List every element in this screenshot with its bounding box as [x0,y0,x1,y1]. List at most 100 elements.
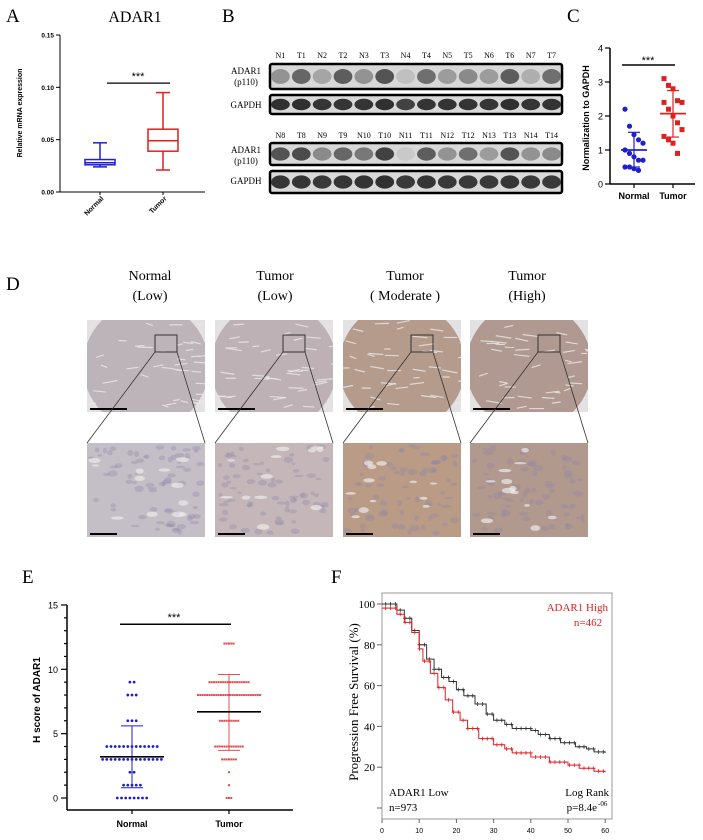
censor-mark [412,630,417,635]
censor-mark [456,710,461,715]
cell-nucleus [354,482,363,487]
blot-band [500,175,520,189]
tissue-texture [418,343,435,347]
row-label-gapdh: GAPDH [230,176,262,186]
stroma-gap [358,507,369,513]
cell-nucleus [441,504,452,509]
cell-nucleus [256,472,263,475]
stroma-gap [219,495,233,499]
cell-nucleus [175,465,186,469]
data-point [126,783,130,787]
panel-label-b: B [222,6,235,27]
tissue-texture [165,402,177,406]
censor-mark [523,726,528,731]
data-point [225,719,228,722]
panel-d-ihc: Normal (Low) Tumor (Low) Tumor ( Moderate ) Tu… [86,269,589,537]
tissue-texture [190,341,201,345]
zoom-connector-line [86,351,156,444]
cell-nucleus [109,446,117,451]
row-label-gapdh: GAPDH [230,100,262,110]
censor-mark [567,763,572,768]
cell-nucleus [302,499,311,506]
cell-nucleus [391,523,399,529]
ihc-column-level: ( Moderate ) [370,289,440,304]
tissue-texture [565,341,578,345]
censor-mark [601,749,606,754]
lane-label: N14 [524,131,538,140]
data-point [134,745,138,748]
censor-mark [427,659,432,664]
censor-mark [504,746,509,751]
tissue-texture [177,358,186,361]
plot-frame [381,592,613,820]
data-point [223,719,226,722]
row-label-adar1: ADAR1 [231,66,261,76]
cell-nucleus [184,453,191,460]
cell-nucleus [227,498,236,502]
y-tick-label: 10 [48,665,58,675]
censor-mark [581,766,586,771]
censor-mark [422,642,427,647]
cell-nucleus [427,467,437,474]
cell-nucleus [419,471,428,477]
data-point [661,99,667,105]
panel-a-xlabel-normal: Normal [83,195,105,217]
data-point [635,167,642,173]
cell-nucleus [103,472,111,477]
ihc-overview-image [87,320,205,412]
data-point [223,642,226,645]
cell-nucleus [130,524,140,528]
cell-nucleus [385,461,394,467]
cell-nucleus [489,445,497,452]
cell-nucleus [545,510,553,516]
panel-c-xlabel-normal: Normal [618,191,649,201]
tissue-texture [265,376,282,381]
tissue-texture [522,333,538,338]
censor-mark [441,685,446,690]
ihc-column-level: (Low) [133,289,168,304]
blot-band [354,98,374,111]
cell-nucleus [561,505,571,509]
cell-nucleus [493,527,503,534]
censor-mark [422,659,427,664]
data-point [139,745,142,748]
blot-band [500,147,520,161]
zoom-region-box [154,334,178,353]
stroma-gap [363,478,375,483]
cell-nucleus [548,524,556,530]
tissue-texture [297,388,308,392]
cell-nucleus [522,516,532,521]
tissue-texture [260,349,272,353]
cell-nucleus [506,499,515,502]
stroma-gap [510,490,519,495]
lane-label: T14 [545,131,558,140]
data-point [105,757,109,761]
tissue-texture [282,331,291,336]
tissue-texture [429,349,443,353]
blot-band [479,98,499,111]
stroma-gap [241,495,251,500]
tissue-texture [531,364,541,369]
cell-nucleus [378,476,387,481]
stroma-gap [419,496,428,500]
lane-label: N3 [359,51,369,60]
tissue-texture [565,384,574,387]
stroma-gap [111,516,124,520]
censor-mark [533,755,538,759]
data-point [218,719,221,722]
cell-nucleus [407,529,412,536]
panel-a-xlabel-tumor: Tumor [148,195,168,215]
censor-mark [475,726,480,731]
cell-nucleus [291,520,297,524]
data-point [256,694,259,697]
censor-mark [586,766,591,771]
cell-nucleus [397,524,406,531]
cell-nucleus [164,477,172,484]
stroma-gap [88,458,101,464]
blot-band [271,98,290,111]
cell-nucleus [446,478,452,483]
stroma-gap [134,475,145,481]
tissue-texture [442,369,458,374]
cell-nucleus [93,497,99,503]
cell-nucleus [237,491,242,494]
